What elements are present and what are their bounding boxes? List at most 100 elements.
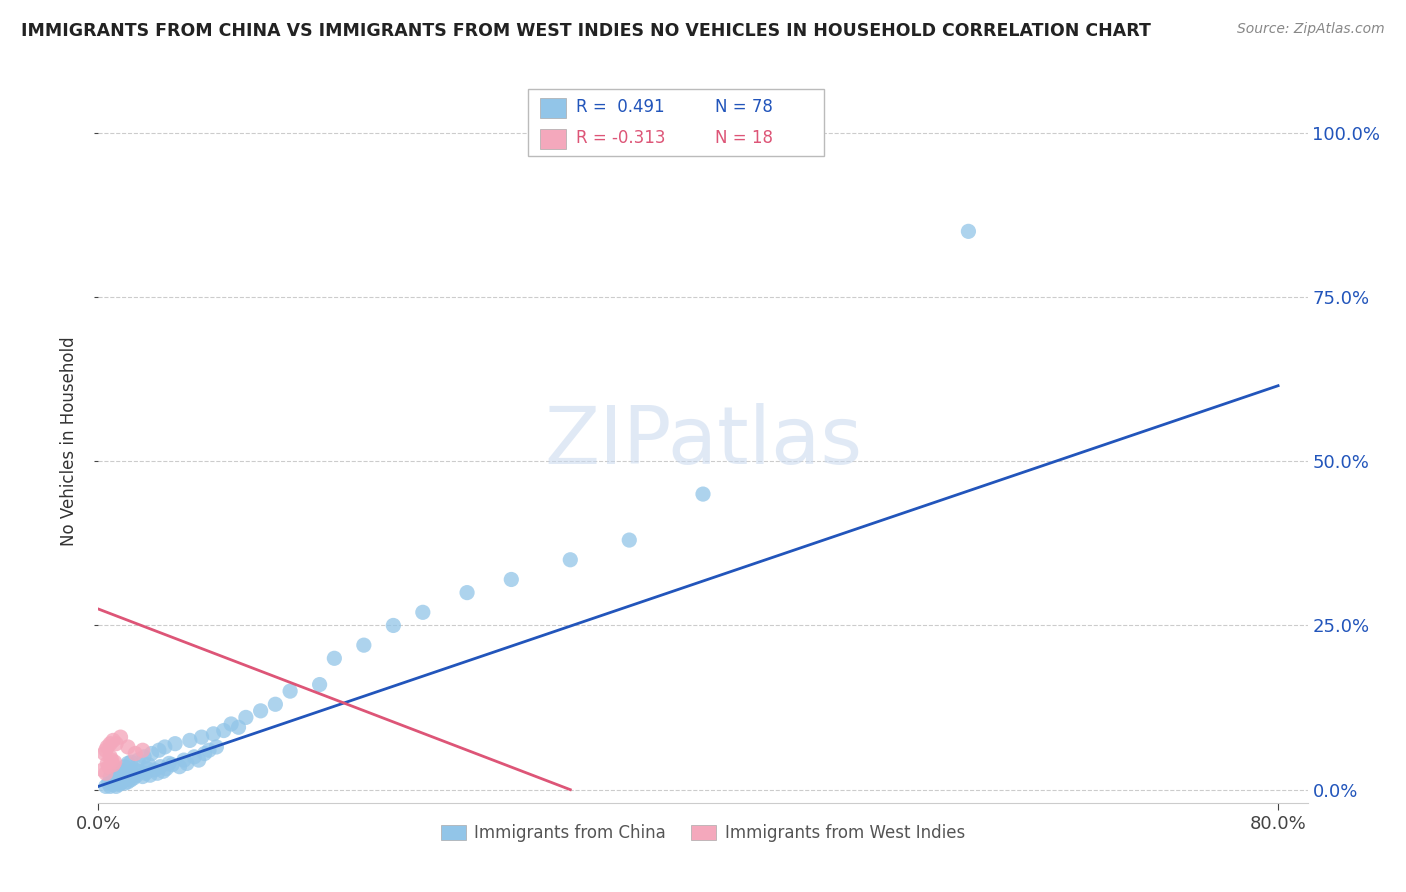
Point bbox=[560, 553, 582, 567]
Text: Source: ZipAtlas.com: Source: ZipAtlas.com bbox=[1237, 22, 1385, 37]
Point bbox=[100, 753, 122, 767]
Point bbox=[323, 651, 346, 665]
Point bbox=[110, 763, 132, 777]
Point bbox=[619, 533, 641, 547]
Point bbox=[117, 756, 139, 771]
Point bbox=[153, 739, 176, 754]
Point bbox=[104, 776, 127, 790]
Point bbox=[136, 762, 159, 776]
Point bbox=[118, 770, 141, 784]
Point bbox=[382, 618, 405, 632]
Point bbox=[146, 766, 169, 780]
Point bbox=[308, 677, 330, 691]
Point bbox=[501, 573, 523, 587]
Text: R = -0.313: R = -0.313 bbox=[576, 129, 665, 147]
Point bbox=[105, 771, 128, 785]
Point bbox=[264, 698, 287, 712]
Point bbox=[93, 747, 115, 761]
Point bbox=[108, 768, 131, 782]
Point bbox=[143, 763, 166, 777]
Point bbox=[278, 684, 301, 698]
Point bbox=[120, 755, 142, 769]
Y-axis label: No Vehicles in Household: No Vehicles in Household bbox=[60, 336, 79, 547]
Point bbox=[219, 717, 242, 731]
Point bbox=[98, 737, 121, 751]
Point bbox=[131, 743, 153, 757]
Point bbox=[111, 774, 134, 789]
Point bbox=[127, 753, 149, 767]
Point bbox=[176, 756, 198, 771]
Point bbox=[128, 764, 150, 779]
Text: N = 18: N = 18 bbox=[716, 129, 773, 147]
Point bbox=[135, 766, 157, 780]
Point bbox=[101, 772, 124, 787]
Point bbox=[96, 739, 118, 754]
Point bbox=[353, 638, 375, 652]
Point bbox=[138, 757, 160, 772]
Point bbox=[105, 737, 128, 751]
FancyBboxPatch shape bbox=[540, 128, 567, 149]
Point bbox=[122, 771, 145, 785]
Point bbox=[187, 753, 209, 767]
Point bbox=[957, 224, 980, 238]
Point bbox=[149, 760, 172, 774]
Point bbox=[160, 757, 183, 772]
Point bbox=[456, 585, 478, 599]
Point bbox=[131, 770, 153, 784]
FancyBboxPatch shape bbox=[527, 89, 824, 156]
Point bbox=[110, 776, 132, 790]
Point bbox=[412, 605, 434, 619]
Point bbox=[114, 776, 136, 790]
Point bbox=[98, 770, 121, 784]
Point bbox=[179, 733, 201, 747]
Point bbox=[205, 739, 228, 754]
Point bbox=[139, 768, 162, 782]
Point bbox=[134, 749, 156, 764]
Point bbox=[112, 772, 135, 787]
Point bbox=[249, 704, 271, 718]
Point bbox=[152, 764, 174, 779]
Point bbox=[111, 764, 134, 779]
Point bbox=[202, 727, 225, 741]
Point bbox=[190, 730, 212, 744]
Point bbox=[692, 487, 714, 501]
Point bbox=[198, 743, 221, 757]
Point bbox=[108, 777, 131, 791]
Point bbox=[97, 760, 120, 774]
Point bbox=[124, 747, 146, 761]
Point bbox=[104, 755, 127, 769]
Point bbox=[212, 723, 235, 738]
Point bbox=[228, 720, 250, 734]
Point bbox=[96, 756, 118, 771]
Point bbox=[98, 780, 121, 794]
Point bbox=[125, 768, 148, 782]
Point bbox=[183, 749, 205, 764]
Point bbox=[105, 780, 128, 794]
Point bbox=[101, 777, 124, 791]
Point bbox=[194, 747, 217, 761]
Point bbox=[148, 743, 170, 757]
Legend: Immigrants from China, Immigrants from West Indies: Immigrants from China, Immigrants from W… bbox=[434, 817, 972, 848]
Point bbox=[107, 766, 129, 780]
Point bbox=[121, 766, 143, 780]
Point bbox=[124, 763, 146, 777]
Point bbox=[117, 739, 139, 754]
Point bbox=[101, 733, 124, 747]
Point bbox=[157, 756, 180, 771]
Point bbox=[91, 763, 114, 777]
Point bbox=[173, 753, 195, 767]
FancyBboxPatch shape bbox=[540, 97, 567, 118]
Point bbox=[94, 780, 117, 794]
Point bbox=[235, 710, 257, 724]
Point bbox=[117, 774, 139, 789]
Text: ZIPatlas: ZIPatlas bbox=[544, 402, 862, 481]
Text: R =  0.491: R = 0.491 bbox=[576, 98, 665, 116]
Point bbox=[107, 774, 129, 789]
Point bbox=[115, 771, 138, 785]
Point bbox=[94, 766, 117, 780]
Point bbox=[110, 730, 132, 744]
Point bbox=[141, 747, 163, 761]
Point bbox=[165, 737, 187, 751]
Point bbox=[120, 772, 142, 787]
Point bbox=[155, 762, 177, 776]
